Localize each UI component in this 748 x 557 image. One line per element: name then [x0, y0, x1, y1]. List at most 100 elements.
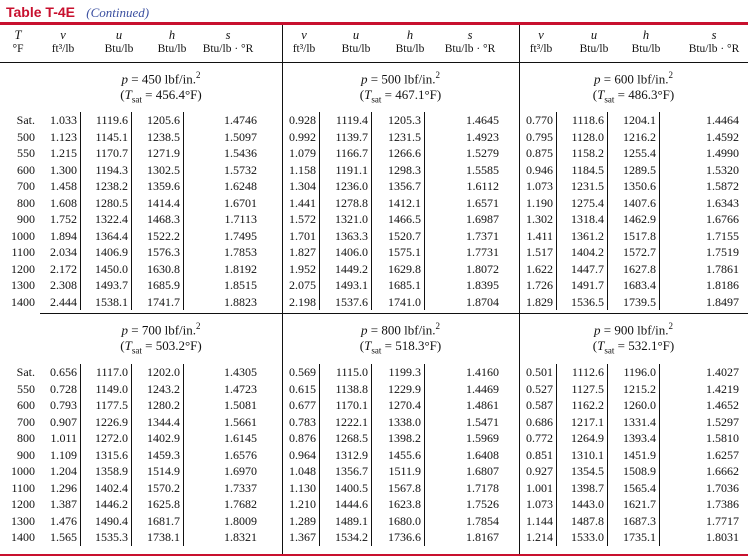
value-cell-h: 1466.5 [388, 212, 421, 226]
pressure-symbol: p [361, 71, 368, 87]
value-cell-h: 1302.5 [147, 162, 180, 177]
value-cell-v: 1.001 [526, 480, 553, 495]
column-divider [319, 364, 320, 546]
value-cell-s: 1.5471 [466, 414, 499, 429]
temperature-cell: 1300 [11, 278, 35, 292]
value-cell-s: 1.7495 [224, 228, 257, 243]
value-cell-v: 2.075 [289, 278, 316, 292]
value-cell-s: 1.7371 [466, 228, 499, 243]
col-header-h-symbol: h [642, 28, 650, 42]
pressure-value: = 600 lbf/in. [600, 71, 669, 87]
value-cell-s: 1.4305 [224, 365, 257, 379]
value-cell-u: 1361.2 [571, 228, 604, 243]
value-cell-u: 1534.2 [335, 530, 368, 544]
value-cell-v: 0.728 [50, 381, 77, 396]
value-cell-h: 1629.8 [388, 261, 421, 276]
value-cell-u: 1321.0 [335, 212, 368, 226]
temperature-cell: 1300 [11, 513, 35, 528]
value-cell-h: 1398.2 [388, 431, 421, 445]
pressure-unit-exponent: 2 [435, 70, 441, 80]
value-cell-h: 1280.2 [147, 398, 180, 412]
value-cell-h: 1576.3 [147, 245, 180, 259]
value-cell-v: 0.876 [289, 431, 316, 445]
value-cell-v: 1.214 [526, 530, 553, 544]
pressure-header-2-3: p = 900 lbf/in.2 (Tsat = 532.1°F) [519, 318, 748, 359]
value-cell-v: 1.367 [289, 530, 316, 544]
column-divider [659, 364, 660, 546]
value-cell-s: 1.7854 [466, 513, 499, 528]
value-cell-u: 1117.0 [95, 365, 128, 379]
group-divider [282, 25, 283, 554]
value-cell-v: 1.894 [50, 228, 77, 243]
value-cell-s: 1.4592 [706, 129, 739, 144]
value-cell-u: 1358.9 [95, 464, 128, 478]
value-cell-h: 1229.9 [388, 381, 421, 396]
pressure-line: p = 900 lbf/in.2 [519, 318, 748, 338]
column-divider [319, 112, 320, 310]
value-cell-v: 0.677 [289, 398, 316, 412]
value-cell-u: 1315.6 [95, 447, 128, 462]
value-cell-s: 1.8395 [466, 278, 499, 292]
value-cell-v: 1.387 [50, 497, 77, 511]
value-cell-s: 1.7682 [224, 497, 257, 511]
value-cell-s: 1.7519 [706, 245, 739, 259]
value-cell-s: 1.4160 [466, 365, 499, 379]
col-header-s-2: s Btu/lb · °R [440, 28, 500, 56]
col-header-u-symbol: u [590, 28, 598, 42]
saturation-temperature-line: (Tsat = 467.1°F) [282, 87, 519, 108]
value-cell-v: 1.033 [50, 113, 77, 127]
col-header-h-unit: Btu/lb [395, 43, 425, 55]
col-header-u-unit: Btu/lb [579, 43, 609, 55]
value-cell-u: 1450.0 [95, 261, 128, 276]
value-cell-s: 1.6408 [466, 447, 499, 462]
value-cell-u: 1184.5 [571, 162, 604, 177]
value-cell-v: 0.783 [289, 414, 316, 429]
value-cell-u: 1398.7 [571, 480, 604, 495]
col-header-v-symbol: v [60, 28, 66, 42]
value-cell-u: 1264.9 [571, 431, 604, 445]
value-cell-s: 1.8497 [706, 294, 739, 309]
saturation-temperature-line: (Tsat = 518.3°F) [282, 338, 519, 359]
value-cell-h: 1298.3 [388, 162, 421, 177]
value-cell-h: 1738.1 [147, 530, 180, 544]
value-cell-s: 1.4219 [706, 381, 739, 396]
value-cell-h: 1231.5 [388, 129, 421, 144]
temperature-cell: 700 [17, 179, 35, 193]
tsat-symbol: T [597, 338, 605, 354]
value-cell-v: 0.964 [289, 447, 316, 462]
col-header-s-unit: Btu/lb · °R [688, 43, 740, 55]
value-cell-s: 1.5661 [224, 414, 257, 429]
value-cell-v: 1.079 [289, 146, 316, 160]
value-cell-s: 1.7036 [706, 480, 739, 495]
value-cell-v: 1.441 [289, 195, 316, 210]
value-cell-u: 1537.6 [335, 294, 368, 309]
value-cell-u: 1493.1 [335, 278, 368, 292]
value-cell-u: 1356.7 [335, 464, 368, 478]
tsat-subscript: sat [604, 345, 615, 356]
value-cell-v: 0.656 [50, 365, 77, 379]
pressure-symbol: p [121, 322, 129, 338]
value-cell-h: 1289.5 [623, 162, 656, 177]
col-header-u-symbol: u [352, 28, 360, 42]
value-cell-v: 2.172 [50, 261, 77, 276]
value-cell-u: 1406.9 [95, 245, 128, 259]
value-cell-v: 1.565 [50, 530, 77, 544]
value-cell-h: 1344.4 [147, 414, 180, 429]
value-cell-h: 1627.8 [623, 261, 656, 276]
value-cell-s: 1.6807 [466, 464, 499, 478]
value-cell-v: 1.296 [50, 480, 77, 495]
tsat-symbol: T [124, 87, 132, 103]
col-header-h-1: h Btu/lb [142, 28, 202, 56]
tsat-symbol: T [124, 338, 132, 354]
value-cell-u: 1536.5 [571, 294, 604, 309]
saturation-temperature-line: (Tsat = 486.3°F) [519, 87, 748, 108]
temperature-cell: 1100 [11, 245, 35, 259]
top-rule [0, 22, 748, 25]
temperature-cell: 500 [17, 129, 35, 144]
value-cell-h: 1567.8 [388, 480, 421, 495]
table-title: Table T-4E (Continued) [6, 2, 149, 22]
col-header-h-unit: Btu/lb [157, 43, 187, 55]
saturation-temperature-line: (Tsat = 532.1°F) [519, 338, 748, 359]
value-cell-s: 1.5436 [224, 146, 257, 160]
value-cell-h: 1517.8 [623, 228, 656, 243]
